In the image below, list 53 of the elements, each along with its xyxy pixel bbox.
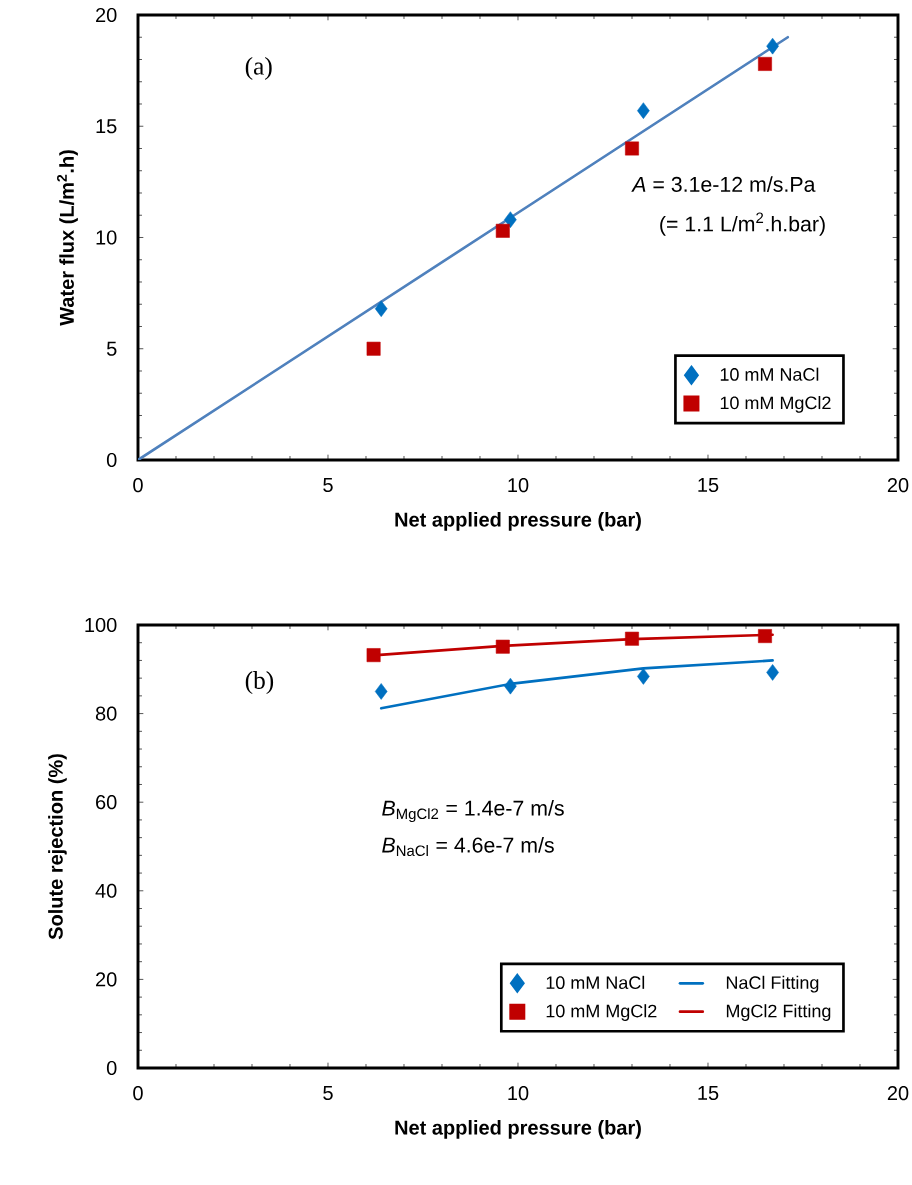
point — [766, 664, 779, 681]
x-axis-title: Net applied pressure (bar) — [395, 512, 641, 531]
point — [637, 102, 650, 119]
y-tick-label: 10 — [96, 230, 117, 245]
point — [504, 677, 517, 695]
point — [495, 639, 510, 654]
x-tick-label: 5 — [323, 478, 333, 492]
x-tick-label: 20 — [887, 1086, 909, 1101]
annotation: B$_{NaCl}$ = 4.6e-7 m/s — [382, 836, 554, 857]
x-tick-label: 5 — [323, 1086, 333, 1100]
point — [766, 37, 779, 55]
x-tick-label: 10 — [508, 478, 529, 493]
x-tick-label: 0 — [133, 478, 143, 493]
annotation: (a) — [245, 56, 272, 80]
x-tick-label: 15 — [698, 1086, 719, 1100]
y-tick-label: 80 — [95, 706, 117, 721]
legend-label: NaCl Fitting — [726, 975, 819, 993]
y-axis-title: Water flux (L/m$^{2}$.h) — [57, 150, 78, 326]
annotation: A = 3.1e-12 m/s.Pa — [631, 176, 816, 192]
y-tick-label: 100 — [85, 617, 117, 633]
annotation: B$_{MgCl2}$ = 1.4e-7 m/s — [382, 800, 564, 823]
legend-label: 10 mM MgCl2 — [546, 1004, 657, 1021]
y-tick-label: 60 — [96, 795, 117, 810]
annotation: (= 1.1 L/m$^{2}$.h.bar) — [660, 212, 825, 236]
point — [366, 648, 381, 663]
point — [504, 211, 517, 228]
point — [625, 631, 639, 646]
y-tick-label: 5 — [106, 341, 117, 356]
point — [366, 341, 381, 356]
y-tick-label: 0 — [106, 1060, 117, 1076]
y-axis-title: Solute rejection (%) — [48, 754, 67, 940]
point — [374, 300, 388, 317]
point — [758, 629, 772, 643]
y-tick-label: 0 — [106, 452, 117, 468]
point — [758, 57, 772, 71]
legend-label: 10 mM NaCl — [720, 367, 819, 381]
y-tick-label: 40 — [95, 883, 117, 898]
legend-label: MgCl2 Fitting — [726, 1004, 831, 1021]
x-tick-label: 15 — [698, 478, 719, 492]
legend-label: 10 mM NaCl — [546, 975, 645, 990]
point — [374, 683, 388, 700]
x-axis-title: Net applied pressure (bar) — [395, 1120, 641, 1139]
y-tick-label: 20 — [96, 972, 117, 987]
y-tick-label: 20 — [96, 7, 117, 23]
x-tick-label: 10 — [508, 1086, 529, 1101]
y-tick-label: 15 — [96, 119, 117, 134]
point — [495, 223, 510, 238]
point — [637, 668, 650, 685]
point — [625, 141, 639, 156]
x-tick-label: 0 — [133, 1086, 143, 1101]
annotation: (b) — [245, 671, 274, 695]
legend-label: 10 mM MgCl2 — [720, 396, 831, 413]
x-tick-label: 20 — [887, 478, 909, 493]
